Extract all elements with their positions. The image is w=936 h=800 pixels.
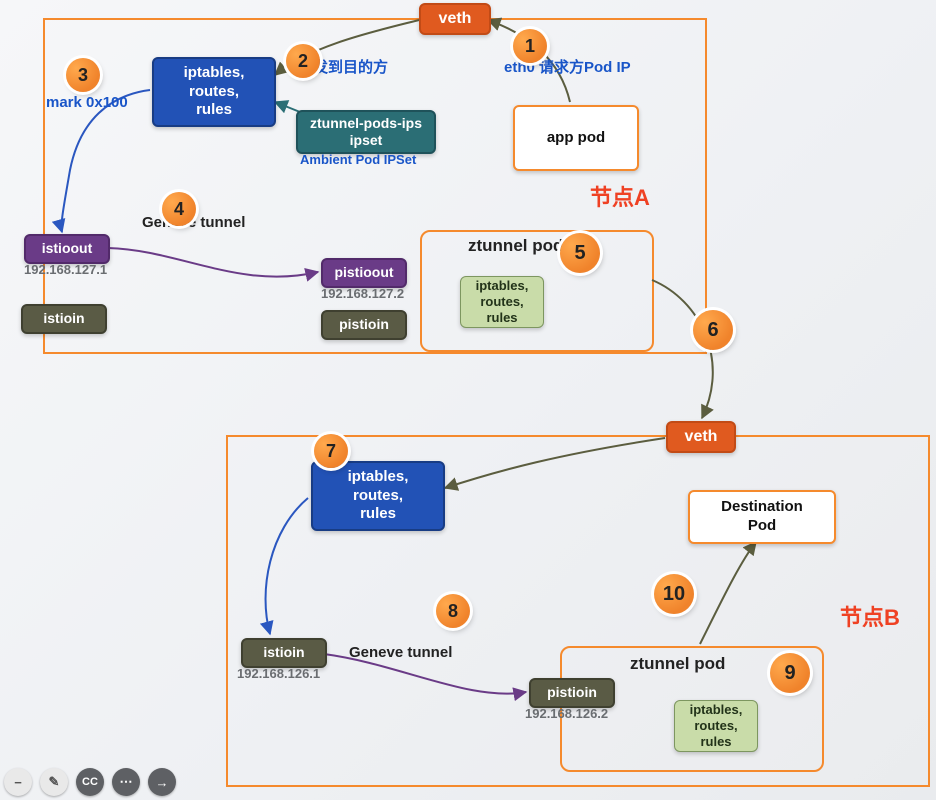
step-3: 3 bbox=[66, 58, 100, 92]
ztunnel-pod-b-title: ztunnel pod bbox=[630, 654, 725, 674]
label-step8: Geneve tunnel bbox=[349, 644, 452, 661]
node-veth-a: veth bbox=[419, 3, 491, 35]
node-iptables-b: iptables, routes, rules bbox=[311, 461, 445, 531]
step-8: 8 bbox=[436, 594, 470, 628]
step-7: 7 bbox=[314, 434, 348, 468]
diagram-canvas: 节点A 节点B ztunnel pod ztunnel pod veth ipt… bbox=[0, 0, 936, 800]
more-icon[interactable]: ⋯ bbox=[112, 768, 140, 796]
step-4: 4 bbox=[162, 192, 196, 226]
caption-pistioout-ip: 192.168.127.2 bbox=[321, 286, 404, 301]
node-ipset: ztunnel-pods-ips ipset bbox=[296, 110, 436, 154]
caption-pistioin-b-ip: 192.168.126.2 bbox=[525, 706, 608, 721]
step-1: 1 bbox=[513, 29, 547, 63]
panel-b-title: 节点B bbox=[840, 600, 900, 632]
label-step2: 发到目的方 bbox=[313, 56, 388, 77]
panel-a-title: 节点A bbox=[590, 180, 650, 212]
step-2: 2 bbox=[286, 44, 320, 78]
node-zt-b-rules: iptables, routes, rules bbox=[674, 700, 758, 752]
next-icon[interactable]: → bbox=[148, 768, 176, 796]
node-pistioin-a: pistioin bbox=[321, 310, 407, 340]
node-istioout: istioout bbox=[24, 234, 110, 264]
step-10: 10 bbox=[654, 574, 694, 614]
node-app-pod: app pod bbox=[513, 105, 639, 171]
zoom-out-icon[interactable]: − bbox=[4, 768, 32, 796]
node-istioin-a: istioin bbox=[21, 304, 107, 334]
step-6: 6 bbox=[693, 310, 733, 350]
node-iptables-a: iptables, routes, rules bbox=[152, 57, 276, 127]
caption-istioout-ip: 192.168.127.1 bbox=[24, 262, 107, 277]
bottom-toolbar: − ✎ CC ⋯ → bbox=[0, 768, 176, 796]
cc-icon[interactable]: CC bbox=[76, 768, 104, 796]
node-pistioout: pistioout bbox=[321, 258, 407, 288]
step-9: 9 bbox=[770, 653, 810, 693]
node-veth-b: veth bbox=[666, 421, 736, 453]
node-zt-a-rules: iptables, routes, rules bbox=[460, 276, 544, 328]
label-step3: mark 0x100 bbox=[46, 94, 128, 111]
node-istioin-b: istioin bbox=[241, 638, 327, 668]
edit-icon[interactable]: ✎ bbox=[40, 768, 68, 796]
caption-ambient-ipset: Ambient Pod IPSet bbox=[300, 152, 416, 167]
ztunnel-pod-a-title: ztunnel pod bbox=[468, 236, 563, 256]
node-destination-pod: Destination Pod bbox=[688, 490, 836, 544]
caption-istioin-b-ip: 192.168.126.1 bbox=[237, 666, 320, 681]
step-5: 5 bbox=[560, 233, 600, 273]
node-pistioin-b: pistioin bbox=[529, 678, 615, 708]
